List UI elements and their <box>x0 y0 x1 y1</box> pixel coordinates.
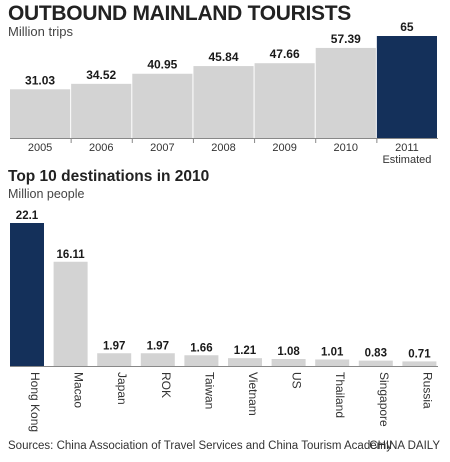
bar <box>97 353 132 366</box>
value-label: 22.1 <box>16 210 39 222</box>
value-label: 47.66 <box>270 47 300 61</box>
bar <box>376 36 437 138</box>
value-label: 1.21 <box>234 345 257 357</box>
chart-title: OUTBOUND MAINLAND TOURISTS <box>8 2 351 25</box>
value-label: 45.84 <box>208 50 238 64</box>
credit-label: CHINA DAILY <box>369 440 440 452</box>
value-label: 65 <box>400 20 414 34</box>
x-tick-label: 2010 <box>334 142 358 154</box>
x-tick-label: Thailand <box>333 372 347 418</box>
bar <box>71 83 132 138</box>
x-tick-label: Japan <box>115 372 129 405</box>
value-label: 1.08 <box>277 346 300 358</box>
section2-unit-label: Million people <box>8 187 85 201</box>
value-label: 57.39 <box>331 32 361 46</box>
bar <box>228 358 262 366</box>
chart-unit-label: Million trips <box>8 24 74 39</box>
x-tick-label: 2008 <box>211 142 235 154</box>
x-tick-label: Hong Kong <box>28 372 42 432</box>
bar <box>193 66 254 138</box>
x-tick-note: Estimated <box>382 154 431 165</box>
value-label: 0.83 <box>365 348 387 360</box>
destinations-bar-chart: 22.1 Hong Kong 16.11 Macao 1.97 Japan 1.97 ROK 1… <box>10 210 438 432</box>
x-tick-label: Macao <box>72 372 86 408</box>
x-tick-label: 2011 <box>395 142 419 154</box>
value-label: 1.01 <box>321 346 344 358</box>
bar <box>315 359 350 366</box>
x-tick-label: US <box>290 372 304 389</box>
value-label: 0.71 <box>408 348 431 360</box>
bar <box>53 261 88 366</box>
bar <box>132 73 193 138</box>
value-label: 31.03 <box>25 73 55 87</box>
bar <box>271 359 306 366</box>
x-tick-label: Singapore <box>377 372 391 427</box>
bar <box>10 89 71 138</box>
x-tick-label: 2006 <box>89 142 113 154</box>
value-label: 1.97 <box>103 340 125 352</box>
trips-bar-chart: 31.03 2005 34.52 2006 40.95 2007 45.84 2008 47.6… <box>10 20 438 165</box>
bar <box>10 223 44 366</box>
bar <box>140 353 175 366</box>
x-tick-label: ROK <box>159 372 173 398</box>
bar <box>402 361 437 366</box>
source-note: Sources: China Association of Travel Ser… <box>8 440 392 452</box>
x-tick-label: Russia <box>420 372 434 409</box>
x-tick-label: 2007 <box>150 142 174 154</box>
value-label: 1.97 <box>147 340 169 352</box>
bar <box>315 47 376 138</box>
bar <box>184 355 219 366</box>
value-label: 34.52 <box>86 68 116 82</box>
section2-title: Top 10 destinations in 2010 <box>8 168 210 185</box>
value-label: 16.11 <box>57 249 86 261</box>
bar <box>358 360 393 366</box>
bar <box>254 63 315 138</box>
x-tick-label: 2009 <box>272 142 296 154</box>
x-tick-label: Taiwan <box>202 372 216 409</box>
value-label: 1.66 <box>190 342 212 354</box>
value-label: 40.95 <box>147 58 177 72</box>
x-tick-label: Vietnam <box>246 372 260 416</box>
x-tick-label: 2005 <box>28 142 52 154</box>
